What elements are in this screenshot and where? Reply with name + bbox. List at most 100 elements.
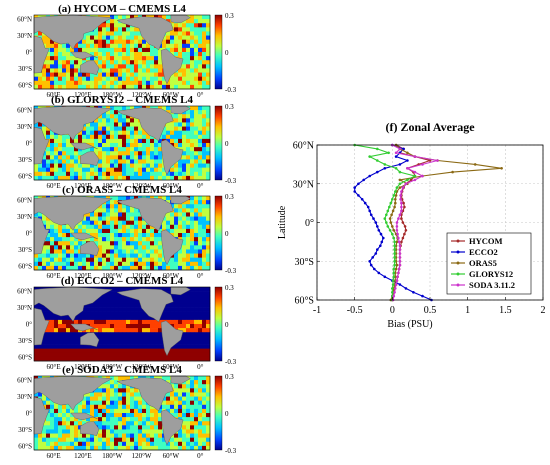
map-panel: (b) GLORYS12 – CMEMS L4 60°N 30°N 0° 30°S 60°… bbox=[17, 94, 236, 190]
y-tick-label: 60°S bbox=[294, 296, 314, 307]
lon-tick-label: 60°W bbox=[163, 182, 180, 190]
lon-tick-label: 0° bbox=[197, 452, 204, 460]
lon-tick-label: 180°W bbox=[102, 363, 122, 371]
data-point bbox=[382, 236, 385, 240]
lon-tick-label: 60°W bbox=[163, 91, 180, 99]
data-point bbox=[398, 213, 402, 217]
colorbar-tick-label: 0 bbox=[225, 410, 229, 418]
data-point bbox=[393, 244, 396, 248]
data-point bbox=[421, 163, 424, 166]
data-point bbox=[409, 178, 413, 182]
data-point bbox=[400, 240, 403, 244]
data-point bbox=[400, 209, 403, 213]
x-tick-label: 0.5 bbox=[424, 305, 437, 316]
data-point bbox=[406, 178, 409, 182]
panel-title: (a) HYCOM – CMEMS L4 bbox=[58, 3, 186, 15]
data-point bbox=[398, 248, 402, 251]
data-point bbox=[391, 209, 395, 213]
lat-tick-label: 60°S bbox=[18, 443, 32, 451]
lat-tick-label: 0° bbox=[26, 410, 33, 418]
data-point bbox=[398, 163, 402, 166]
data-point bbox=[403, 225, 407, 228]
colorbar-tick-label: -0.3 bbox=[225, 447, 237, 455]
map-panel: (d) ECCO2 – CMEMS L4 60°N 30°N 0° 30°S 60°S 60… bbox=[17, 275, 236, 371]
lon-tick-label: 0° bbox=[197, 363, 204, 371]
x-tick-label: -1 bbox=[313, 305, 321, 316]
data-point bbox=[403, 205, 406, 209]
data-point bbox=[393, 240, 396, 244]
data-point bbox=[376, 170, 379, 174]
data-point bbox=[451, 170, 454, 174]
data-point bbox=[380, 240, 384, 244]
data-point bbox=[393, 260, 396, 263]
lat-tick-label: 30°N bbox=[17, 123, 32, 131]
lon-tick-label: 60°W bbox=[163, 272, 180, 280]
legend-entry: SODA 3.11.2 bbox=[469, 280, 515, 290]
data-point bbox=[391, 287, 394, 290]
data-point bbox=[393, 291, 396, 294]
lat-tick-label: 60°N bbox=[17, 16, 32, 24]
data-point bbox=[397, 236, 400, 240]
legend-entry: ECCO2 bbox=[469, 247, 498, 257]
colorbar-tick-label: 0.3 bbox=[225, 284, 234, 292]
data-point bbox=[413, 178, 417, 182]
data-point bbox=[398, 186, 402, 189]
data-point bbox=[371, 256, 375, 259]
lon-tick-label: 120°E bbox=[74, 363, 92, 371]
colorbar bbox=[214, 375, 223, 451]
data-point bbox=[392, 267, 396, 271]
chart-title: (f) Zonal Average bbox=[385, 120, 475, 134]
data-point bbox=[397, 271, 400, 275]
data-point bbox=[393, 256, 396, 259]
lon-tick-label: 60°E bbox=[47, 182, 61, 190]
y-tick-label: 60°N bbox=[293, 141, 314, 152]
data-point bbox=[401, 221, 405, 224]
series-ecco2 bbox=[353, 143, 433, 302]
data-point bbox=[398, 170, 402, 174]
lon-tick-label: 120°E bbox=[74, 272, 92, 280]
zonal-average-chart: (f) Zonal Average -1 -0.5 0 0.5 1 1.5 2 60°N 30°N… bbox=[277, 120, 546, 330]
data-point bbox=[398, 178, 402, 182]
data-point bbox=[400, 190, 403, 193]
data-point bbox=[369, 213, 373, 217]
x-tick-label: 1 bbox=[465, 305, 470, 316]
data-point bbox=[394, 190, 397, 193]
data-point bbox=[394, 283, 398, 286]
data-point bbox=[412, 291, 415, 294]
lat-tick-label: 30°N bbox=[17, 393, 32, 401]
data-point bbox=[421, 174, 424, 178]
data-point bbox=[404, 287, 408, 290]
data-point bbox=[376, 248, 379, 251]
data-point bbox=[394, 151, 398, 155]
lat-tick-label: 30°S bbox=[18, 156, 32, 164]
lon-tick-label: 180°W bbox=[102, 182, 122, 190]
data-point bbox=[394, 167, 398, 170]
data-point bbox=[394, 155, 398, 158]
data-point bbox=[406, 167, 409, 170]
data-point bbox=[402, 147, 405, 151]
data-point bbox=[397, 240, 401, 244]
data-point bbox=[366, 205, 370, 209]
lon-tick-label: 0° bbox=[197, 272, 204, 280]
data-point bbox=[473, 163, 477, 166]
data-point bbox=[400, 217, 403, 220]
lat-tick-label: 30°S bbox=[18, 65, 32, 73]
data-point bbox=[393, 252, 396, 255]
data-point bbox=[395, 221, 399, 224]
x-tick-label: 1.5 bbox=[499, 305, 512, 316]
data-point bbox=[392, 236, 396, 240]
colorbar-tick-label: 0.3 bbox=[225, 193, 234, 201]
data-point bbox=[368, 260, 372, 263]
map-panel: (a) HYCOM – CMEMS L4 60°N 30°N 0° 30°S 60°S 60… bbox=[17, 3, 236, 99]
data-point bbox=[398, 147, 402, 151]
data-point bbox=[368, 174, 372, 178]
data-point bbox=[376, 147, 379, 151]
data-point bbox=[363, 201, 367, 205]
lon-tick-label: 120°W bbox=[132, 363, 152, 371]
land-mask bbox=[33, 105, 210, 181]
data-point bbox=[398, 252, 402, 255]
lon-tick-label: 0° bbox=[197, 91, 204, 99]
lon-tick-label: 180°W bbox=[102, 452, 122, 460]
